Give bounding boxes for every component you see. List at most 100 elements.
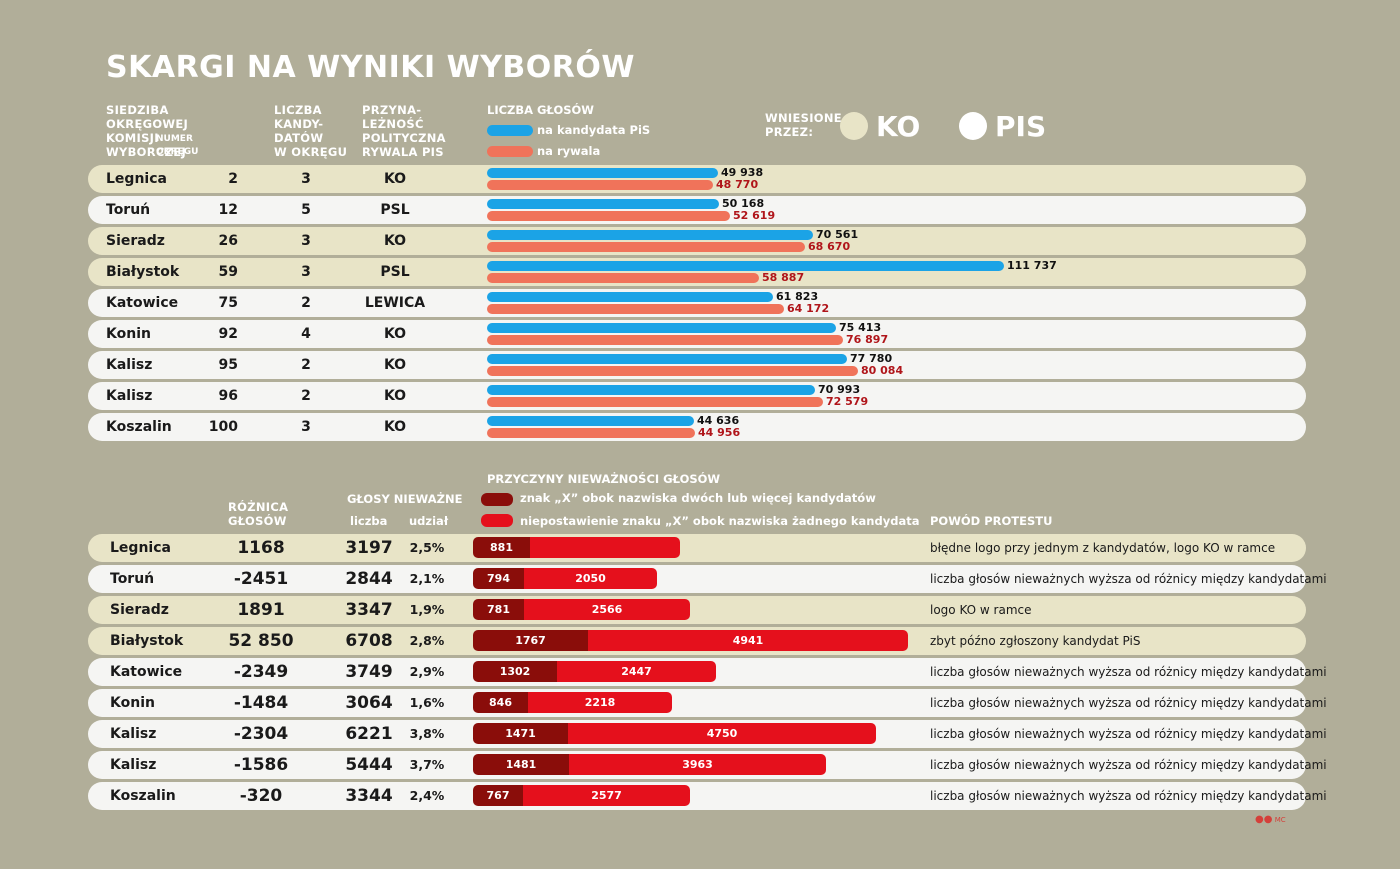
- pis-votes-label: 49 938: [721, 166, 764, 179]
- header-share: udział: [409, 514, 449, 528]
- legend-rival-swatch: [487, 146, 533, 157]
- vote-difference: -1484: [233, 693, 289, 713]
- rival-votes-bar: [487, 242, 805, 252]
- rival-votes-bar: [487, 366, 858, 376]
- vote-difference: -2304: [233, 724, 289, 744]
- protest-reason: liczba głosów nieważnych wyższa od różni…: [930, 572, 1327, 586]
- pis-votes-label: 61 823: [776, 290, 819, 303]
- pis-votes-bar: [487, 385, 815, 395]
- rival-party: KO: [383, 419, 407, 435]
- rival-votes-label: 80 084: [861, 364, 904, 377]
- seat-name: Kalisz: [106, 357, 153, 373]
- header-seat-l2: OKRĘGOWEJ: [106, 117, 189, 131]
- filed-by-pis: PIS: [995, 110, 1047, 143]
- candidates-count: 2: [301, 295, 311, 311]
- candidates-count: 3: [301, 419, 311, 435]
- pis-circle-icon: [959, 112, 987, 140]
- header-seat: SIEDZIBA OKRĘGOWEJ KOMISJI WYBORCZEJ: [106, 103, 188, 159]
- pis-votes-bar: [487, 168, 718, 178]
- seat-name: Katowice: [106, 295, 179, 311]
- vote-difference: 1168: [237, 538, 285, 558]
- table-row: [88, 596, 1306, 624]
- header-reasons: PRZYCZYNY NIEWAŻNOŚCI GŁOSÓW: [487, 472, 721, 486]
- rival-votes-bar: [487, 397, 823, 407]
- legend-pis-label: na kandydata PiS: [537, 123, 651, 137]
- protest-reason: liczba głosów nieważnych wyższa od różni…: [930, 758, 1327, 772]
- candidates-count: 3: [301, 264, 311, 280]
- table-row: [88, 565, 1306, 593]
- header-cand-l4: W OKRĘGU: [274, 145, 348, 159]
- table-row: [88, 782, 1306, 810]
- invalid-share: 2,4%: [409, 788, 445, 803]
- legend-x-label: znak „X” obok nazwiska dwóch lub więcej …: [520, 491, 876, 505]
- invalid-none-bar: 4941: [588, 630, 908, 651]
- header-votes: LICZBA GŁOSÓW: [487, 103, 594, 117]
- header-aff-l1: PRZYNA-: [362, 103, 422, 117]
- pis-votes-bar: [487, 292, 773, 302]
- invalid-none-bar: 2447: [557, 661, 716, 682]
- seat-name: Sieradz: [110, 602, 169, 618]
- credit-logo-icon: ●●: [1255, 814, 1273, 825]
- invalid-x-bar: 846: [473, 692, 528, 713]
- pis-votes-label: 44 636: [697, 414, 740, 427]
- invalid-none-bar: 2566: [524, 599, 690, 620]
- credit-text: MC: [1274, 816, 1286, 824]
- pis-votes-bar: [487, 230, 813, 240]
- pis-votes-bar: [487, 261, 1004, 271]
- header-protest: POWÓD PROTESTU: [930, 514, 1053, 528]
- pis-votes-label: 50 168: [722, 197, 765, 210]
- pis-votes-label: 70 561: [816, 228, 859, 241]
- header-diff-l1: RÓŻNICA: [228, 500, 289, 514]
- page-title: SKARGI NA WYNIKI WYBORÓW: [106, 50, 635, 85]
- candidates-count: 3: [301, 171, 311, 187]
- rival-votes-label: 48 770: [716, 178, 759, 191]
- header-cand-l1: LICZBA: [274, 103, 322, 117]
- vote-difference: -2349: [233, 662, 289, 682]
- vote-difference: -1586: [233, 755, 289, 775]
- header-seat-l3: KOMISJI: [106, 131, 159, 145]
- pis-votes-bar: [487, 354, 847, 364]
- invalid-share: 2,8%: [409, 633, 445, 648]
- vote-difference: -2451: [233, 569, 289, 589]
- rival-votes-label: 76 897: [846, 333, 889, 346]
- candidates-count: 2: [301, 388, 311, 404]
- invalid-none-bar: 2050: [524, 568, 657, 589]
- rival-party: KO: [383, 388, 407, 404]
- header-district-no: NUMER OKRĘGU: [156, 133, 198, 159]
- header-aff-l2: LEŻNOŚĆ: [362, 117, 424, 131]
- invalid-share: 3,7%: [409, 757, 445, 772]
- rival-votes-label: 64 172: [787, 302, 830, 315]
- seat-name: Konin: [106, 326, 151, 342]
- rival-party: PSL: [380, 202, 410, 218]
- district-number: 26: [218, 233, 238, 249]
- protest-reason: liczba głosów nieważnych wyższa od różni…: [930, 665, 1327, 679]
- rival-party: KO: [383, 171, 407, 187]
- district-number: 96: [218, 388, 238, 404]
- header-seat-l1: SIEDZIBA: [106, 103, 169, 117]
- rival-votes-bar: [487, 180, 713, 190]
- header-aff-l3: POLITYCZNA: [362, 131, 446, 145]
- invalid-count: 6708: [345, 631, 393, 651]
- legend-rival-label: na rywala: [537, 144, 601, 158]
- invalid-count: 3197: [345, 538, 393, 558]
- invalid-count: 3347: [345, 600, 393, 620]
- candidates-count: 4: [301, 326, 311, 342]
- invalid-none-bar: 2218: [528, 692, 672, 713]
- header-count: liczba: [350, 514, 388, 528]
- header-aff-l4: RYWALA PIS: [362, 145, 444, 159]
- candidates-count: 2: [301, 357, 311, 373]
- protest-reason: liczba głosów nieważnych wyższa od różni…: [930, 696, 1327, 710]
- invalid-none-bar: 2577: [523, 785, 690, 806]
- legend-none-swatch: [481, 514, 513, 527]
- district-number: 75: [218, 295, 238, 311]
- invalid-x-bar: 1471: [473, 723, 568, 744]
- seat-name: Kalisz: [110, 757, 157, 773]
- protest-reason: logo KO w ramce: [930, 603, 1032, 617]
- protest-reason: liczba głosów nieważnych wyższa od różni…: [930, 789, 1327, 803]
- rival-votes-bar: [487, 273, 759, 283]
- filed-by-l1: WNIESIONE: [765, 111, 842, 125]
- invalid-x-bar: 767: [473, 785, 523, 806]
- invalid-share: 2,1%: [409, 571, 445, 586]
- rival-party: LEWICA: [364, 295, 426, 311]
- invalid-none-bar: [530, 537, 680, 558]
